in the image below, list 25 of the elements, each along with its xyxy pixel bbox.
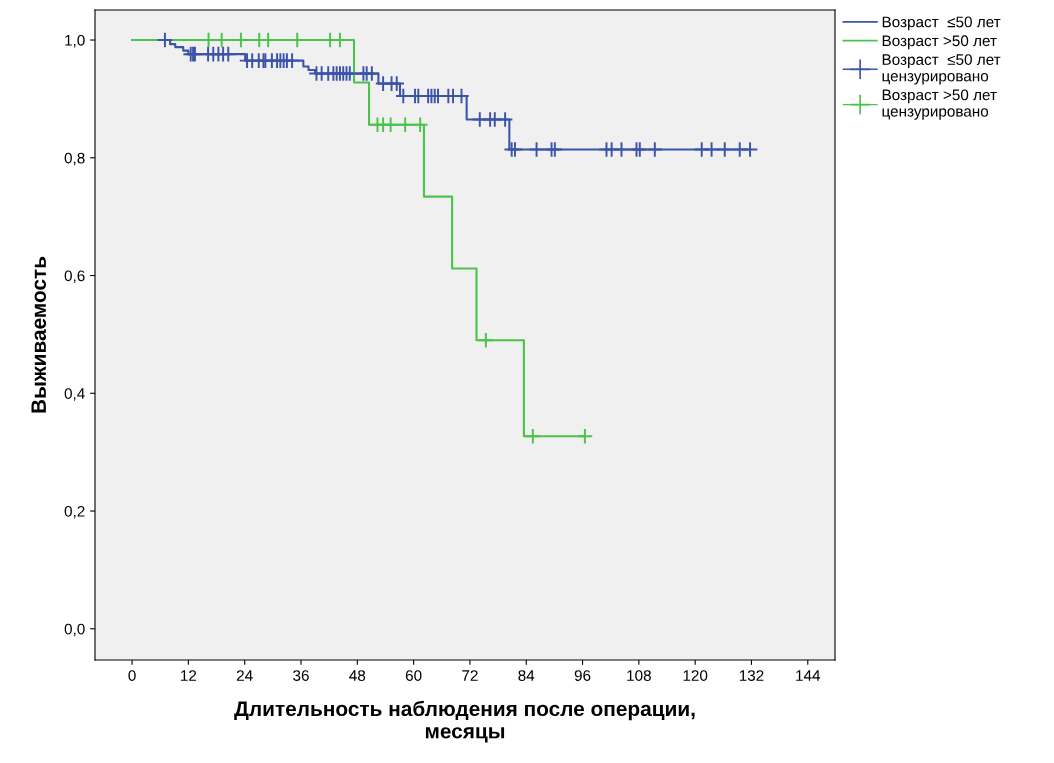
y-axis-title: Выживаемость <box>31 256 47 413</box>
x-tick-label: 96 <box>574 670 591 681</box>
x-tick-label: 0 <box>128 670 136 681</box>
y-tick-label: 0,8 <box>64 152 85 166</box>
x-tick-label: 144 <box>796 670 821 681</box>
x-tick-label: 132 <box>739 670 764 681</box>
y-tick-label: 0,2 <box>64 505 85 519</box>
y-tick-label: 0,4 <box>64 388 85 401</box>
legend-label: Возраст ≤50 лет <box>882 16 1001 31</box>
x-tick-label: 120 <box>683 670 708 681</box>
x-tick-label: 24 <box>236 670 253 681</box>
x-tick-label: 60 <box>405 670 422 681</box>
y-tick-label: 0,6 <box>64 270 85 284</box>
x-tick-label: 72 <box>462 670 478 681</box>
legend-label: Возраст >50 лет <box>882 35 997 50</box>
x-tick-label: 108 <box>627 670 651 681</box>
y-tick-label: 0,0 <box>64 623 85 637</box>
legend-label: Возраст ≤50 лет цензурировано <box>882 54 1001 85</box>
x-tick-label: 48 <box>349 670 366 681</box>
x-tick-label: 36 <box>293 670 309 681</box>
x-tick-label: 12 <box>181 670 197 681</box>
legend-label: Возраст >50 лет цензурировано <box>882 89 997 120</box>
x-tick-label: 84 <box>518 670 535 681</box>
x-axis-title: Длительность наблюдения после операции, месяцы <box>234 700 695 743</box>
y-tick-label: 1,0 <box>65 34 85 48</box>
